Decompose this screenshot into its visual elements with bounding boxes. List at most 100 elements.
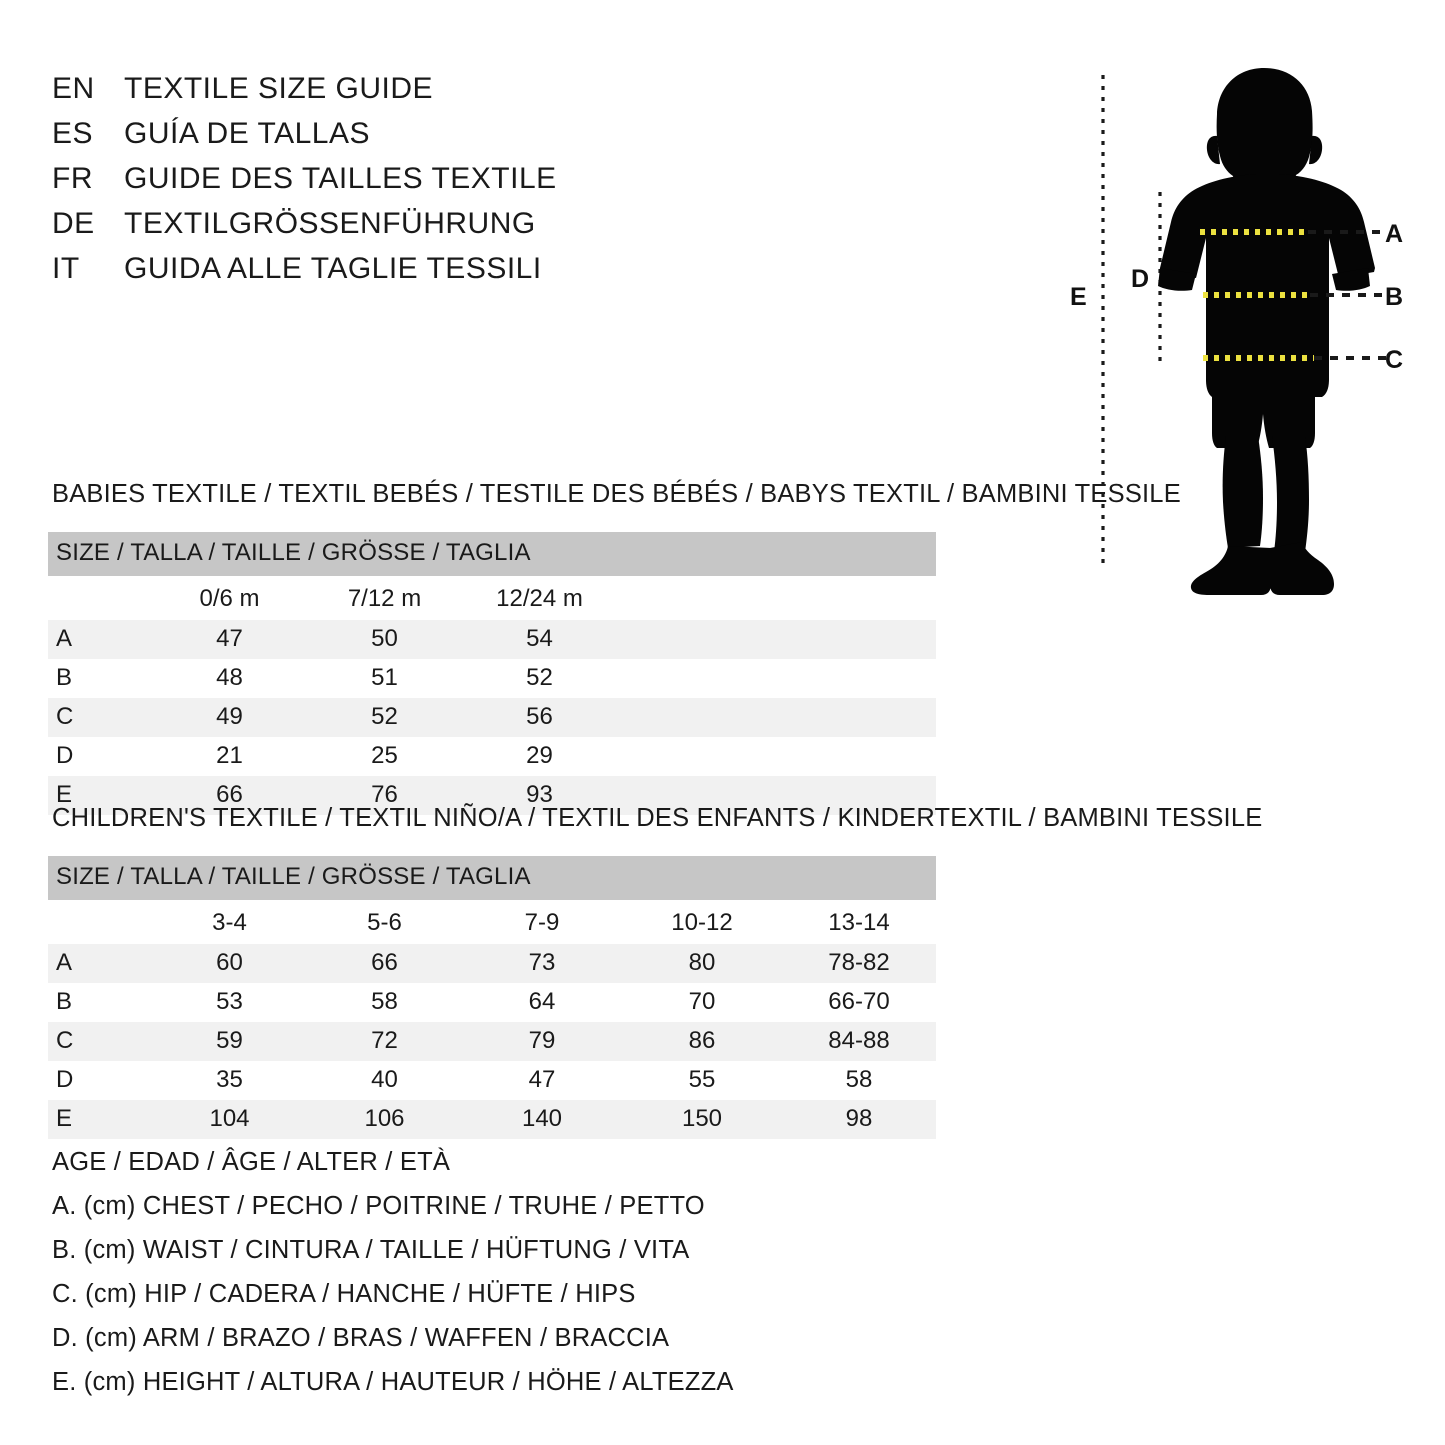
children-column-2: 7-9 (462, 900, 622, 944)
babies-row-spacer-b (617, 659, 936, 698)
babies-row-spacer-a (617, 620, 936, 659)
language-code-de: DE (52, 207, 95, 240)
children-column-0: 3-4 (152, 900, 307, 944)
table-row: A 60 66 73 80 78-82 (48, 944, 936, 983)
children-band-label: SIZE / TALLA / TAILLE / GRÖSSE / TAGLIA (48, 856, 936, 900)
children-cell-d-0: 35 (152, 1061, 307, 1100)
babies-column-0: 0/6 m (152, 576, 307, 620)
children-size-table: SIZE / TALLA / TAILLE / GRÖSSE / TAGLIA … (48, 856, 936, 1139)
table-row: B 53 58 64 70 66-70 (48, 983, 936, 1022)
table-row: E 66 76 93 (48, 776, 936, 815)
babies-corner-cell (48, 576, 152, 620)
title-text-es: GUÍA DE TALLAS (124, 117, 370, 150)
table-row: E 104 106 140 150 98 (48, 1100, 936, 1139)
babies-cell-e-1: 76 (307, 776, 462, 815)
language-code-es: ES (52, 117, 94, 150)
babies-row-label-e: E (48, 776, 152, 815)
babies-cell-e-0: 66 (152, 776, 307, 815)
language-code-en: EN (52, 72, 95, 105)
table-row: D 35 40 47 55 58 (48, 1061, 936, 1100)
babies-column-2: 12/24 m (462, 576, 617, 620)
babies-cell-d-0: 21 (152, 737, 307, 776)
babies-header-spacer (617, 576, 936, 620)
babies-cell-a-2: 54 (462, 620, 617, 659)
legend-line-arm: D. (cm) ARM / BRAZO / BRAS / WAFFEN / BR… (52, 1324, 670, 1352)
title-row-en: EN TEXTILE SIZE GUIDE (52, 72, 612, 117)
children-cell-c-4: 84-88 (782, 1022, 936, 1061)
children-column-3: 10-12 (622, 900, 782, 944)
children-cell-e-2: 140 (462, 1100, 622, 1139)
title-row-de: DE TEXTILGRÖSSENFÜHRUNG (52, 207, 612, 252)
babies-cell-a-1: 50 (307, 620, 462, 659)
table-row: C 49 52 56 (48, 698, 936, 737)
babies-row-spacer-c (617, 698, 936, 737)
children-cell-a-1: 66 (307, 944, 462, 983)
children-cell-c-0: 59 (152, 1022, 307, 1061)
children-cell-d-3: 55 (622, 1061, 782, 1100)
measurement-diagram: A B C D E (1040, 50, 1440, 595)
babies-row-label-d: D (48, 737, 152, 776)
children-cell-b-0: 53 (152, 983, 307, 1022)
children-row-label-d: D (48, 1061, 152, 1100)
children-cell-c-1: 72 (307, 1022, 462, 1061)
babies-column-header-row: 0/6 m 7/12 m 12/24 m (48, 576, 936, 620)
babies-cell-b-1: 51 (307, 659, 462, 698)
babies-section-heading: BABIES TEXTILE / TEXTIL BEBÉS / TESTILE … (52, 480, 1181, 508)
babies-cell-b-0: 48 (152, 659, 307, 698)
title-row-fr: FR GUIDE DES TAILLES TEXTILE (52, 162, 612, 207)
title-block: EN TEXTILE SIZE GUIDE ES GUÍA DE TALLAS … (52, 72, 612, 297)
title-text-en: TEXTILE SIZE GUIDE (124, 72, 434, 105)
babies-cell-c-0: 49 (152, 698, 307, 737)
children-cell-b-2: 64 (462, 983, 622, 1022)
measure-label-b: B (1385, 283, 1404, 311)
babies-cell-d-1: 25 (307, 737, 462, 776)
children-cell-b-3: 70 (622, 983, 782, 1022)
babies-band-row: SIZE / TALLA / TAILLE / GRÖSSE / TAGLIA (48, 532, 936, 576)
measure-label-d: D (1131, 265, 1150, 293)
measurement-legend: AGE / EDAD / ÂGE / ALTER / ETÀ A. (cm) C… (52, 1140, 952, 1404)
children-corner-cell (48, 900, 152, 944)
measure-label-e: E (1070, 283, 1088, 311)
title-text-de: TEXTILGRÖSSENFÜHRUNG (124, 207, 536, 240)
table-row: A 47 50 54 (48, 620, 936, 659)
legend-line-age: AGE / EDAD / ÂGE / ALTER / ETÀ (52, 1148, 451, 1176)
legend-line-waist: B. (cm) WAIST / CINTURA / TAILLE / HÜFTU… (52, 1236, 690, 1264)
children-cell-a-3: 80 (622, 944, 782, 983)
title-text-it: GUIDA ALLE TAGLIE TESSILI (124, 252, 542, 285)
babies-cell-c-2: 56 (462, 698, 617, 737)
babies-band-label: SIZE / TALLA / TAILLE / GRÖSSE / TAGLIA (48, 532, 936, 576)
child-silhouette-shape (1158, 68, 1375, 595)
children-cell-d-1: 40 (307, 1061, 462, 1100)
measure-label-a: A (1385, 220, 1404, 248)
title-row-es: ES GUÍA DE TALLAS (52, 117, 612, 162)
title-text-fr: GUIDE DES TAILLES TEXTILE (124, 162, 557, 195)
legend-line-hip: C. (cm) HIP / CADERA / HANCHE / HÜFTE / … (52, 1280, 636, 1308)
babies-cell-a-0: 47 (152, 620, 307, 659)
babies-cell-e-2: 93 (462, 776, 617, 815)
measure-label-c: C (1385, 346, 1404, 374)
children-cell-d-4: 58 (782, 1061, 936, 1100)
children-cell-a-2: 73 (462, 944, 622, 983)
children-cell-e-3: 150 (622, 1100, 782, 1139)
children-column-4: 13-14 (782, 900, 936, 944)
legend-line-chest: A. (cm) CHEST / PECHO / POITRINE / TRUHE… (52, 1192, 705, 1220)
children-column-header-row: 3-4 5-6 7-9 10-12 13-14 (48, 900, 936, 944)
babies-row-label-a: A (48, 620, 152, 659)
babies-row-label-c: C (48, 698, 152, 737)
children-cell-b-4: 66-70 (782, 983, 936, 1022)
table-row: C 59 72 79 86 84-88 (48, 1022, 936, 1061)
child-silhouette-figure (1101, 68, 1388, 595)
table-row: D 21 25 29 (48, 737, 936, 776)
children-row-label-c: C (48, 1022, 152, 1061)
children-row-label-b: B (48, 983, 152, 1022)
babies-row-spacer-e (617, 776, 936, 815)
babies-column-1: 7/12 m (307, 576, 462, 620)
babies-size-table: SIZE / TALLA / TAILLE / GRÖSSE / TAGLIA … (48, 532, 936, 815)
children-cell-e-1: 106 (307, 1100, 462, 1139)
babies-cell-b-2: 52 (462, 659, 617, 698)
babies-cell-d-2: 29 (462, 737, 617, 776)
children-cell-c-2: 79 (462, 1022, 622, 1061)
children-cell-a-0: 60 (152, 944, 307, 983)
babies-cell-c-1: 52 (307, 698, 462, 737)
